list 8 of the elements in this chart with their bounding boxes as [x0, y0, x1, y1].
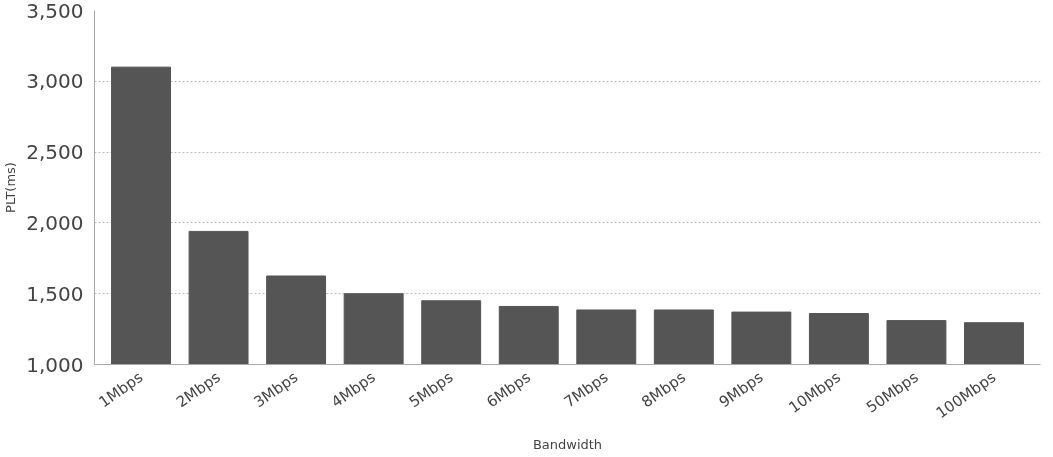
y-tick-label: 2,000 [26, 210, 84, 235]
y-tick-label: 2,500 [26, 140, 84, 165]
y-tick-label: 1,500 [26, 281, 84, 306]
y-tick-label: 3,500 [26, 0, 84, 23]
y-axis-title: PLT(ms) [3, 162, 19, 213]
x-axis-title: Bandwidth [532, 437, 603, 453]
y-tick-label: 3,000 [26, 69, 84, 94]
y-tick-label: 1,000 [26, 352, 84, 377]
